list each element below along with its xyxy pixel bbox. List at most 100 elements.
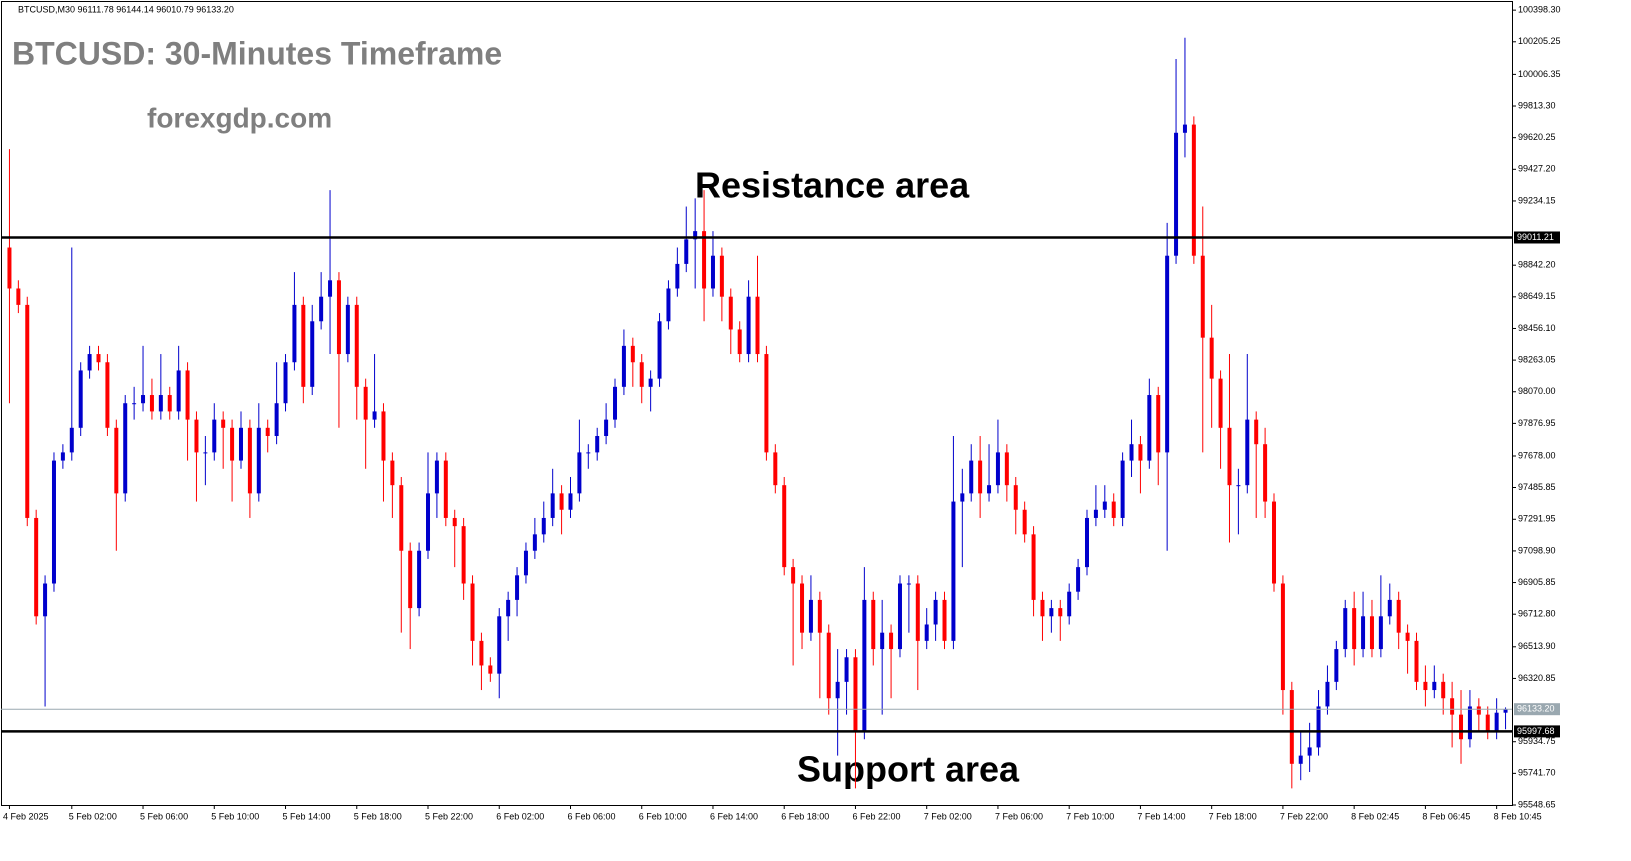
y-tick-label: 95741.70 — [1518, 768, 1556, 778]
candle-body — [479, 640, 484, 666]
candle-body — [595, 436, 600, 453]
candle-body — [1013, 485, 1018, 510]
candle-body — [791, 567, 796, 584]
candle-body — [906, 583, 911, 585]
candle-body — [390, 460, 395, 486]
candle-body — [1049, 608, 1054, 617]
y-tick-label: 99813.30 — [1518, 100, 1556, 110]
candle-body — [1503, 709, 1508, 713]
x-tick-label: 5 Feb 18:00 — [354, 811, 402, 821]
y-tick-label: 97485.85 — [1518, 482, 1556, 492]
candle-body — [515, 575, 520, 600]
y-tick-label: 98649.15 — [1518, 291, 1556, 301]
y-tick-label: 98263.05 — [1518, 354, 1556, 364]
y-tick-label: 98456.10 — [1518, 323, 1556, 333]
x-tick-label: 5 Feb 14:00 — [283, 811, 331, 821]
candle-body — [1405, 632, 1410, 641]
candle-body — [336, 280, 341, 355]
candle-body — [853, 657, 858, 732]
candle-body — [319, 296, 324, 322]
x-tick-label: 5 Feb 10:00 — [211, 811, 259, 821]
candle-body — [577, 452, 582, 494]
candle-body — [773, 452, 778, 486]
candle-body — [105, 362, 110, 428]
candle-body — [96, 354, 101, 363]
candle-body — [1236, 485, 1241, 487]
candle-body — [523, 550, 528, 576]
candle-body — [1031, 534, 1036, 600]
candle-body — [559, 493, 564, 510]
candle-body — [728, 296, 733, 330]
candle-body — [1298, 755, 1303, 764]
level-tag — [1514, 703, 1560, 716]
candle-body — [630, 345, 635, 363]
candle-body — [764, 354, 769, 453]
candle-body — [719, 255, 724, 297]
y-tick-label: 96513.90 — [1518, 641, 1556, 651]
candle-body — [871, 599, 876, 650]
candle-body — [604, 419, 609, 437]
x-tick-label: 8 Feb 02:45 — [1351, 811, 1399, 821]
candle-body — [60, 452, 65, 461]
candle-body — [817, 599, 822, 633]
candle-body — [176, 370, 181, 412]
candle-body — [274, 403, 279, 437]
candle-body — [488, 665, 493, 674]
x-tick-label: 4 Feb 2025 — [3, 811, 49, 821]
candle-body — [1494, 712, 1499, 732]
candle-body — [933, 599, 938, 625]
candle-body — [995, 452, 1000, 486]
candle-body — [960, 493, 965, 502]
y-tick-label: 98842.20 — [1518, 260, 1556, 270]
x-tick-label: 7 Feb 18:00 — [1209, 811, 1257, 821]
candle-body — [123, 403, 128, 494]
candle-body — [1280, 583, 1285, 691]
candle-body — [283, 362, 288, 404]
candle-body — [1111, 501, 1116, 518]
candle-body — [969, 460, 974, 494]
candle-body — [328, 280, 333, 297]
candle-body — [1334, 649, 1339, 682]
candle-body — [1174, 132, 1179, 256]
candle-body — [25, 304, 30, 518]
candle-body — [426, 493, 431, 551]
plot-frame — [1, 1, 1513, 806]
candle-body — [1387, 599, 1392, 617]
y-tick-label: 95934.75 — [1518, 736, 1556, 746]
candle-body — [613, 386, 618, 420]
x-tick-label: 5 Feb 22:00 — [425, 811, 473, 821]
x-tick-label: 5 Feb 02:00 — [69, 811, 117, 821]
candle-body — [417, 550, 422, 609]
candle-body — [87, 354, 92, 371]
y-tick-label: 99427.20 — [1518, 164, 1556, 174]
candle-body — [132, 403, 137, 405]
level-tag — [1514, 725, 1560, 738]
candle-body — [1396, 599, 1401, 633]
candle-body — [372, 411, 377, 420]
annotation: Support area — [797, 749, 1020, 790]
candle-body — [69, 427, 74, 453]
candle-body — [915, 583, 920, 641]
x-tick-label: 5 Feb 06:00 — [140, 811, 188, 821]
level-tag — [1514, 231, 1560, 244]
x-tick-label: 6 Feb 06:00 — [567, 811, 615, 821]
candle-body — [693, 231, 698, 240]
candle-body — [684, 239, 689, 264]
candle-body — [247, 427, 252, 494]
y-tick-label: 97098.90 — [1518, 545, 1556, 555]
y-tick-label: 98070.00 — [1518, 386, 1556, 396]
annotation: Resistance area — [695, 165, 970, 206]
candle-body — [114, 427, 119, 494]
candle-body — [737, 329, 742, 355]
candle-body — [808, 599, 813, 633]
candle-body — [1022, 509, 1027, 535]
candle-body — [1093, 509, 1098, 518]
x-tick-label: 7 Feb 02:00 — [924, 811, 972, 821]
candle-body — [1361, 616, 1366, 650]
candle-body — [1147, 395, 1152, 461]
candle-body — [310, 321, 315, 387]
candle-body — [141, 395, 146, 404]
candle-body — [880, 632, 885, 650]
y-tick-label: 97678.00 — [1518, 450, 1556, 460]
